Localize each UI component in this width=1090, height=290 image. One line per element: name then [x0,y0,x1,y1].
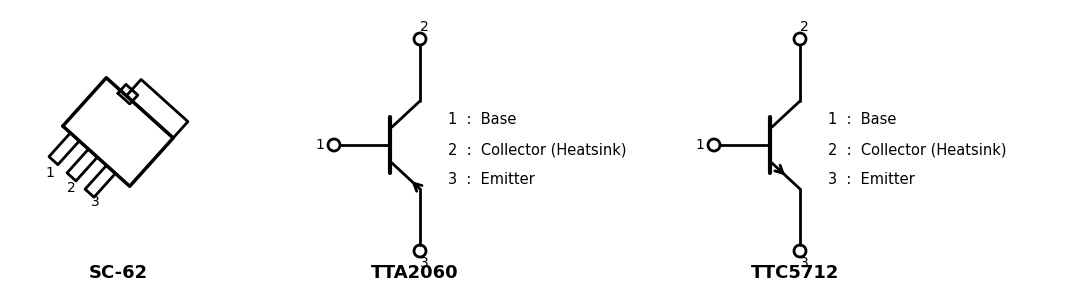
Text: 2: 2 [420,20,428,34]
Text: 1: 1 [695,138,704,152]
Text: 2  :  Collector (Heatsink): 2 : Collector (Heatsink) [828,142,1006,157]
Text: 3  :  Emitter: 3 : Emitter [828,173,915,188]
Text: 2  :  Collector (Heatsink): 2 : Collector (Heatsink) [448,142,627,157]
Text: TTA2060: TTA2060 [372,264,459,282]
Text: 3: 3 [800,256,809,270]
Text: 3: 3 [92,195,100,209]
Text: 1: 1 [45,166,53,180]
Text: TTC5712: TTC5712 [751,264,839,282]
Text: 1  :  Base: 1 : Base [448,113,517,128]
Text: 1: 1 [316,138,325,152]
Text: 2: 2 [68,181,76,195]
Text: SC-62: SC-62 [88,264,147,282]
Text: 1  :  Base: 1 : Base [828,113,896,128]
Text: 2: 2 [800,20,809,34]
Text: 3: 3 [420,256,428,270]
Text: 3  :  Emitter: 3 : Emitter [448,173,535,188]
